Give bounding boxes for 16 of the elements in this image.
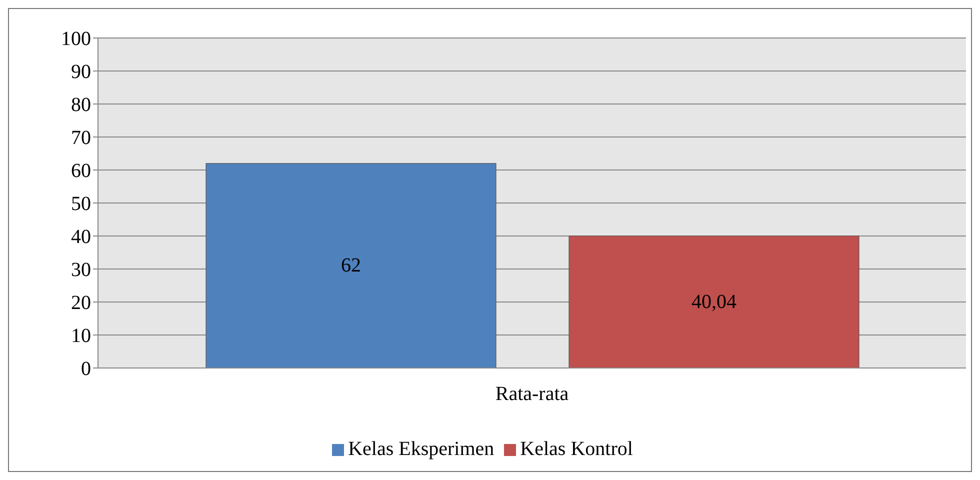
y-tick-label: 20	[71, 292, 91, 314]
y-tick-label: 10	[71, 325, 91, 348]
y-tick-label: 80	[71, 94, 91, 116]
y-tick-label: 70	[71, 127, 91, 150]
y-tick-label: 60	[71, 160, 91, 182]
data-label: 62	[341, 254, 361, 277]
legend-label: Kelas Kontrol	[520, 438, 633, 460]
y-tick-label: 50	[71, 193, 91, 216]
x-tick-label: Rata-rata	[495, 383, 569, 406]
legend-label: Kelas Eksperimen	[348, 438, 494, 460]
y-tick-label: 30	[71, 259, 91, 282]
data-label: 40,04	[692, 290, 736, 313]
y-tick-label: 90	[71, 61, 91, 84]
y-tick-label: 40	[71, 226, 91, 248]
y-tick-label: 0	[81, 358, 91, 380]
y-tick-label: 100	[61, 28, 91, 50]
